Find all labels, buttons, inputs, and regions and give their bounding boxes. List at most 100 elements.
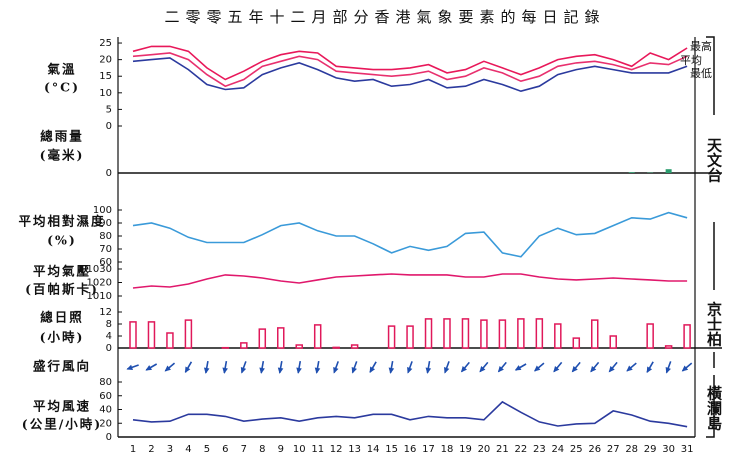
wind-arrow	[553, 361, 563, 373]
y-tick-label: 1030	[87, 264, 112, 275]
bar	[184, 319, 193, 349]
x-tick-label: 21	[496, 444, 509, 455]
x-tick-label: 9	[278, 444, 284, 455]
wind-arrow	[514, 363, 527, 371]
arrow-head	[533, 365, 541, 372]
line	[132, 57, 688, 93]
arrow-head	[296, 367, 302, 374]
y-axis-label: (%)	[47, 233, 77, 248]
y-axis-label: 氣溫	[47, 62, 76, 77]
arrow-head	[351, 366, 357, 374]
x-tick-label: 22	[515, 444, 528, 455]
bar	[147, 321, 156, 349]
wind-arrow	[164, 362, 176, 372]
wind-arrow	[222, 360, 228, 374]
wind-arrow	[407, 361, 413, 374]
bar	[295, 344, 303, 349]
bar	[665, 169, 672, 173]
y-axis-label: 平均風速	[33, 399, 91, 414]
y-axis-label: 平均相對濕度	[18, 214, 105, 229]
bar	[387, 325, 396, 349]
arrow-head	[514, 365, 522, 371]
arrow-head	[646, 366, 653, 374]
y-axis-label: 總日照	[40, 310, 84, 325]
y-tick-label: 80	[99, 377, 112, 388]
bar	[332, 346, 340, 349]
y-tick-label: 0	[106, 432, 112, 443]
x-tick-label: 15	[385, 444, 398, 455]
station-label: 京士柏	[705, 301, 723, 348]
wind-arrow	[479, 361, 489, 373]
arrow-head	[222, 367, 228, 374]
bar	[240, 342, 248, 349]
x-tick-label: 26	[588, 444, 601, 455]
x-tick-label: 25	[570, 444, 583, 455]
series-label: 最低	[690, 67, 712, 80]
arrow-head	[145, 365, 153, 371]
x-tick-label: 31	[681, 444, 694, 455]
bar	[443, 318, 451, 349]
y-tick-label: 20	[99, 418, 112, 429]
line	[132, 273, 688, 289]
arrow-head	[277, 367, 284, 374]
x-tick-label: 20	[478, 444, 491, 455]
wind-arrow	[626, 362, 637, 372]
wind-arrow	[608, 361, 618, 373]
station-label: 天文台	[705, 138, 723, 184]
y-axis-label: (°C)	[44, 80, 80, 95]
station-label: 橫瀾島	[705, 385, 723, 432]
y-tick-label: 70	[99, 244, 112, 255]
x-tick-label: 16	[404, 444, 417, 455]
x-tick-label: 30	[662, 444, 675, 455]
bracket	[706, 375, 715, 438]
x-tick-label: 18	[441, 444, 454, 455]
bar	[350, 344, 359, 349]
y-tick-label: 8	[106, 319, 112, 330]
bar	[664, 345, 673, 349]
y-axis-label: 總雨量	[40, 129, 84, 144]
wind-arrow	[277, 360, 284, 374]
arrow-head	[608, 365, 615, 373]
y-tick-label: 40	[99, 405, 112, 416]
bar	[424, 318, 433, 349]
arrow-head	[460, 365, 467, 373]
x-tick-label: 12	[330, 444, 343, 455]
x-tick-label: 19	[459, 444, 472, 455]
arrow-head	[571, 365, 578, 373]
x-tick-label: 7	[241, 444, 247, 455]
bracket	[706, 36, 715, 115]
arrow-head	[425, 367, 432, 374]
line	[132, 52, 688, 88]
x-tick-label: 27	[607, 444, 620, 455]
wind-arrow	[369, 361, 377, 374]
bar	[461, 318, 470, 349]
x-tick-label: 4	[185, 444, 191, 455]
y-tick-label: 0	[106, 168, 112, 179]
bar	[129, 321, 137, 349]
y-axis-label: (小時)	[40, 330, 85, 345]
line	[132, 45, 688, 81]
x-tick-label: 10	[293, 444, 306, 455]
x-tick-label: 24	[551, 444, 564, 455]
bar	[313, 324, 322, 349]
x-tick-label: 23	[533, 444, 546, 455]
y-tick-label: 4	[106, 331, 112, 342]
line	[132, 400, 688, 428]
arrow-head	[388, 367, 395, 374]
chart-title: 二零零五年十二月部分香港氣象要素的每日記錄	[164, 8, 605, 26]
x-tick-label: 29	[644, 444, 657, 455]
arrow-head	[553, 365, 560, 373]
x-tick-label: 13	[348, 444, 361, 455]
arrow-head	[184, 366, 191, 374]
bar	[683, 324, 691, 349]
wind-arrow	[184, 361, 193, 374]
x-tick-label: 2	[148, 444, 154, 455]
station-brackets	[706, 36, 715, 438]
x-tick-label: 17	[422, 444, 435, 455]
wind-arrow	[533, 362, 545, 372]
x-tick-label: 3	[167, 444, 173, 455]
arrow-head	[333, 366, 339, 374]
arrow-head	[590, 365, 597, 373]
arrow-head	[164, 365, 171, 372]
x-tick-label: 28	[625, 444, 638, 455]
